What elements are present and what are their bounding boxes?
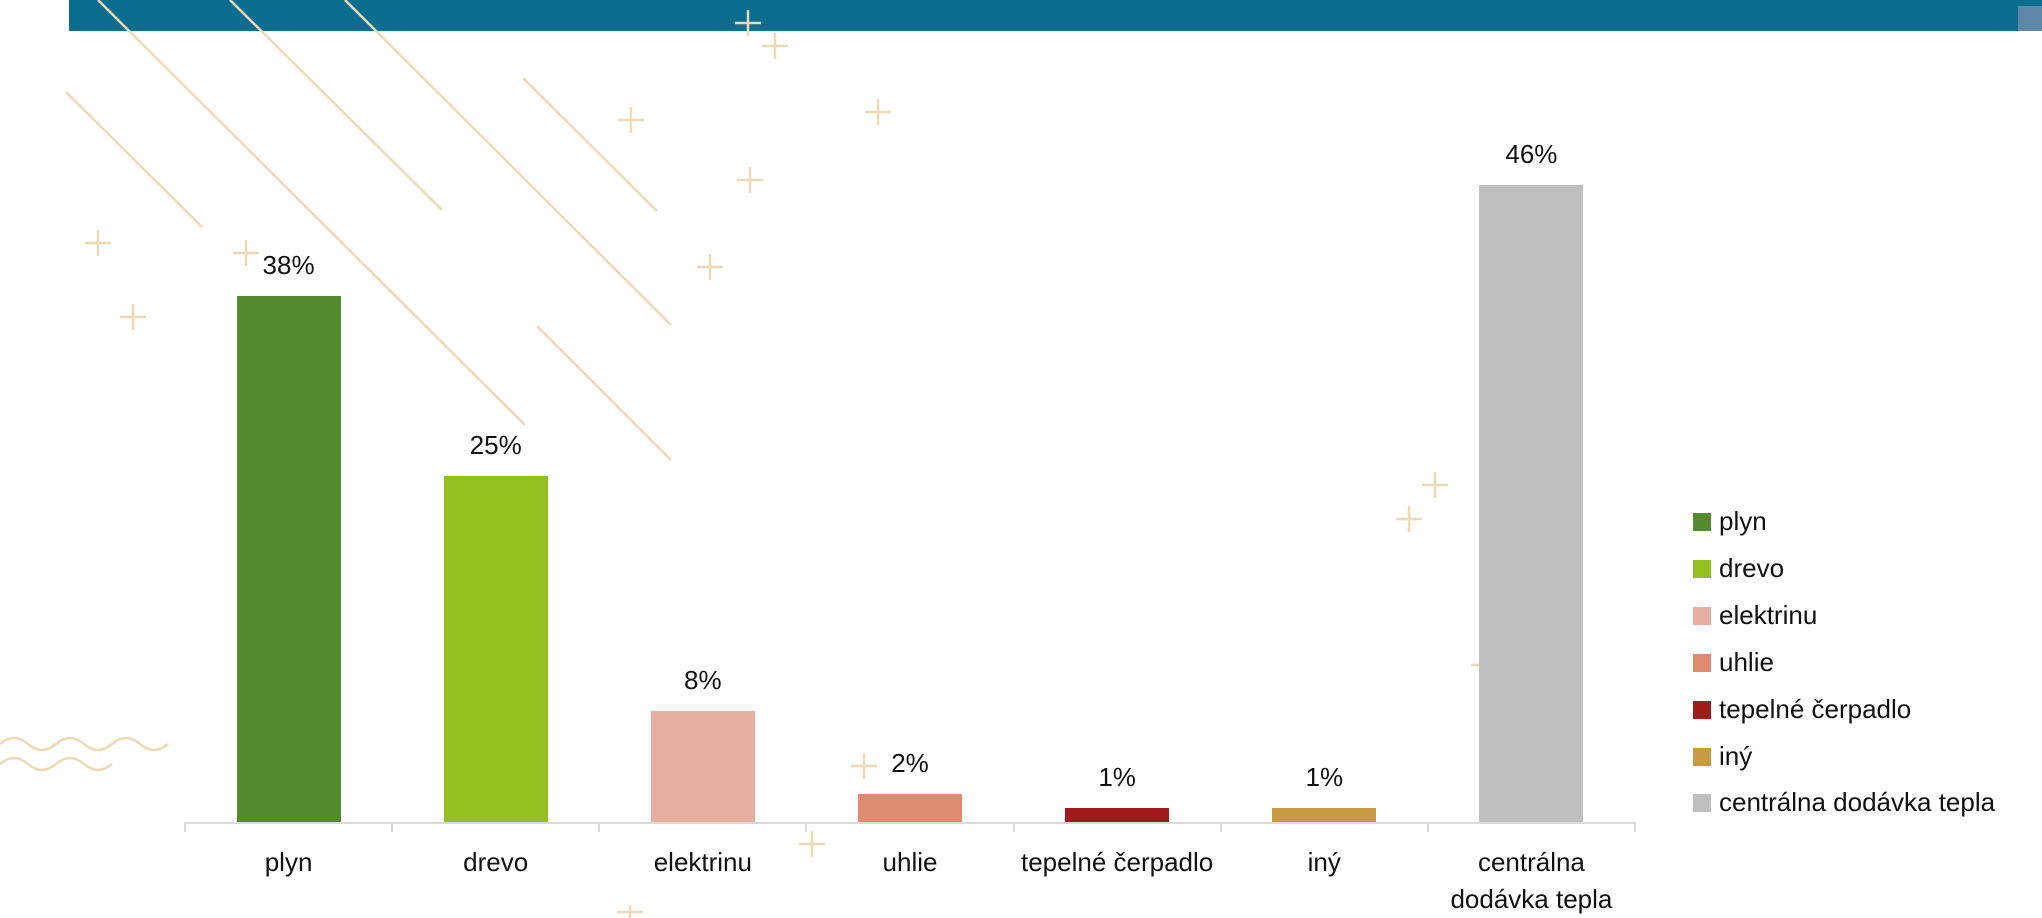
value-label: 1% [1098,762,1136,793]
legend-label: uhlie [1719,646,1774,677]
legend-swatch [1693,653,1711,672]
value-label: 25% [469,429,522,460]
bar [1272,808,1377,822]
bar [650,711,755,822]
bar [1065,808,1170,822]
legend-label: drevo [1719,552,1785,583]
bar [1479,185,1584,822]
x-tick [1012,822,1015,832]
x-tick [1219,822,1222,832]
bar [858,794,962,822]
x-tick-label: uhlie [882,847,938,877]
top-band-corner [2018,6,2042,31]
x-tick-label: drevo [463,847,529,877]
bar [443,475,548,822]
x-tick-label: tepelné čerpadlo [1021,847,1214,877]
top-band [69,0,2042,31]
x-tick [1634,822,1636,832]
x-tick [598,822,601,832]
value-label: 8% [684,665,722,696]
x-tick-label: elektrinu [653,847,752,877]
legend-label: plyn [1719,506,1767,536]
x-tick [391,822,394,832]
legend-swatch [1693,700,1711,719]
legend-swatch [1693,513,1711,531]
x-tick [1426,822,1429,832]
value-label: 1% [1305,762,1344,793]
bar [236,295,341,822]
legend-swatch [1693,794,1711,813]
x-tick [184,822,186,832]
legend-swatch [1693,606,1711,625]
x-axis [185,822,1635,824]
value-label: 46% [1505,139,1558,169]
legend-label: elektrinu [1719,599,1818,630]
legend-swatch [1693,747,1711,766]
legend-label: tepelné čerpadlo [1719,693,1912,724]
legend-swatch [1693,559,1711,578]
value-label: 2% [891,748,929,779]
value-label: 38% [262,249,315,280]
x-tick-label: centrálna dodávka tepla [1450,847,1613,914]
legend-label: centrálna dodávka tepla [1719,787,1996,818]
x-tick-label: plyn [264,847,313,877]
x-tick-label: iný [1307,847,1341,877]
legend-label: iný [1719,740,1753,771]
x-tick [805,822,808,832]
